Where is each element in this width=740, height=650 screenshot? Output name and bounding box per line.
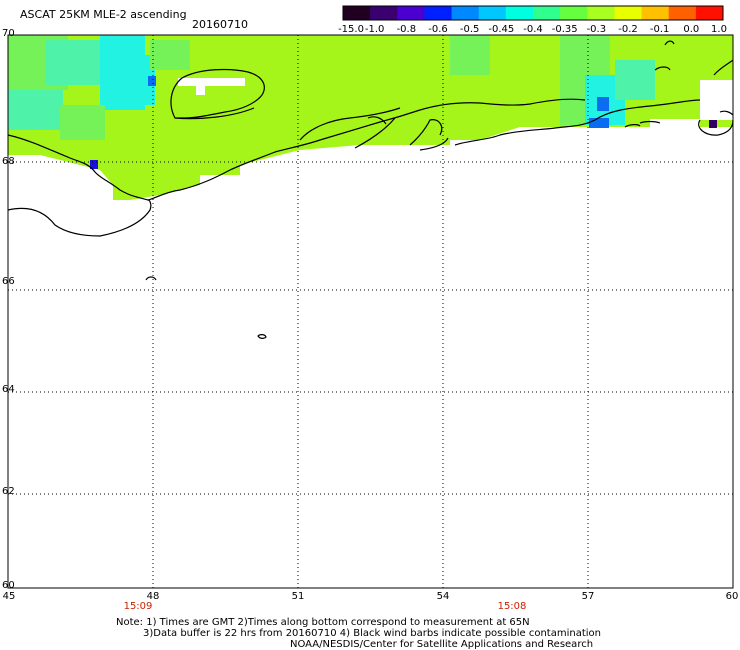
colorbar-tick-label: -1.0 (364, 24, 385, 35)
coast-white-sea (170, 68, 265, 120)
coast-small-island (145, 276, 267, 339)
patch-blue-right2 (589, 118, 609, 128)
colorbar-swatch (560, 6, 588, 20)
colorbar-tick-label: -0.5 (459, 24, 480, 35)
colorbar-swatch (397, 6, 425, 20)
lon-label-60: 60 (725, 591, 739, 602)
patch-darkblue-left (90, 160, 98, 169)
colorbar-tick-label: -0.45 (488, 24, 515, 35)
lat-lon-grid (8, 35, 733, 588)
lat-label-70: 70 (2, 28, 15, 39)
coast-novaya (654, 40, 734, 76)
colorbar-tick-label: -0.3 (586, 24, 607, 35)
coast-kola (7, 98, 586, 201)
lat-label-60: 60 (2, 580, 15, 591)
patch-purple-right (709, 119, 717, 128)
coastlines (7, 40, 734, 339)
colorbar-swatch (478, 6, 507, 20)
colorbar-swatch (343, 6, 371, 20)
patch-teal-left3 (8, 90, 63, 130)
gap-right (700, 80, 733, 120)
lat-label-68: 68 (2, 156, 15, 167)
colorbar-tick-label: 1.0 (711, 24, 727, 35)
time-label-left: 15:09 (123, 601, 153, 612)
lat-label-64: 64 (2, 384, 15, 395)
patch-teal-left5 (150, 40, 190, 70)
colorbar-frame (342, 5, 724, 21)
colorbar-tick-label: -0.8 (396, 24, 417, 35)
lon-label-54: 54 (436, 591, 450, 602)
patch-teal-left4 (60, 105, 105, 140)
footer-note-1: Note: 1) Times are GMT 2)Times along bot… (116, 617, 530, 628)
lon-label-57: 57 (581, 591, 595, 602)
colorbar-swatch (695, 6, 724, 20)
patch-teal-right3 (615, 60, 655, 100)
map-date: 20160710 (192, 18, 248, 31)
coast-pechora (454, 99, 701, 146)
colorbar-tick-label: -0.2 (618, 24, 638, 35)
colorbar-swatch (424, 6, 453, 20)
gap-lake (178, 78, 245, 95)
time-label-right: 15:08 (497, 601, 527, 612)
coast-islands (354, 116, 449, 151)
patch-blue-right (597, 97, 609, 111)
patch-blue-left (148, 76, 156, 86)
colorbar-tick-label: -15.0 (338, 24, 364, 35)
colorbar (342, 5, 724, 21)
coast-arkh (7, 199, 152, 237)
colorbar-swatch (370, 6, 398, 20)
lon-label-51: 51 (291, 591, 305, 602)
footer-note-2: 3)Data buffer is 22 hrs from 20160710 4)… (143, 628, 601, 639)
footer-credit: NOAA/NESDIS/Center for Satellite Applica… (290, 639, 594, 650)
colorbar-swatch (668, 6, 697, 20)
map-title: ASCAT 25KM MLE-2 ascending (20, 8, 187, 21)
colorbar-swatch (533, 6, 561, 20)
colorbar-tick-label: 0.0 (683, 24, 700, 35)
colorbar-swatch (641, 6, 670, 20)
colorbar-tick-label: -0.35 (551, 24, 578, 35)
colorbar-swatch (587, 6, 615, 20)
coast-vaygach (624, 120, 661, 128)
colorbar-tick-label: -0.1 (649, 24, 670, 35)
lon-label-45: 45 (2, 591, 16, 602)
lat-label-66: 66 (2, 276, 15, 287)
coast-right-blob (698, 110, 734, 136)
lon-label-48: 48 (146, 591, 160, 602)
coast-kanin (299, 107, 401, 141)
colorbar-tick-label: -0.4 (523, 24, 543, 35)
colorbar-swatch (451, 6, 480, 20)
colorbar-tick-label: -0.6 (428, 24, 448, 35)
patch-teal-left2 (45, 40, 105, 85)
colorbar-swatch (505, 6, 534, 20)
plot-frame (7, 34, 734, 589)
colorbar-swatch (614, 6, 643, 20)
wind-data-field (8, 35, 733, 200)
patch-teal-right (450, 35, 490, 75)
lat-label-62: 62 (2, 486, 15, 497)
